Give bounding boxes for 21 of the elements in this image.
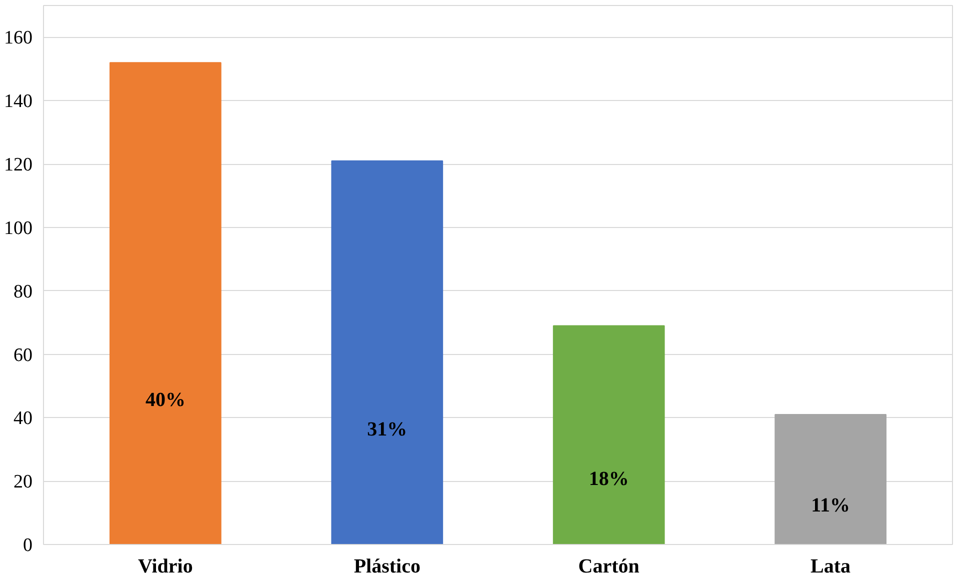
bar <box>552 325 665 544</box>
annotation: 31% <box>367 418 408 440</box>
x-tick-label: Cartón <box>578 556 640 578</box>
y-tick-label: 60 <box>14 344 32 366</box>
bar <box>774 414 886 544</box>
y-tick-label: 100 <box>4 218 32 239</box>
y-tick-label: 140 <box>4 91 32 112</box>
y-tick-label: 0 <box>23 535 32 556</box>
annotation: 18% <box>588 468 629 490</box>
annotation: 11% <box>811 494 850 516</box>
y-tick-label: 160 <box>4 28 32 49</box>
x-tick-label: Vidrio <box>138 556 193 578</box>
annotation: 40% <box>145 388 186 411</box>
bar <box>331 160 444 544</box>
y-tick-label: 40 <box>14 408 32 430</box>
x-tick-label: Plástico <box>354 556 420 578</box>
x-tick-label: Lata <box>810 556 851 578</box>
bar <box>110 62 222 544</box>
y-tick-label: 80 <box>14 281 32 302</box>
y-tick-label: 20 <box>14 472 32 493</box>
y-tick-label: 120 <box>4 154 32 176</box>
